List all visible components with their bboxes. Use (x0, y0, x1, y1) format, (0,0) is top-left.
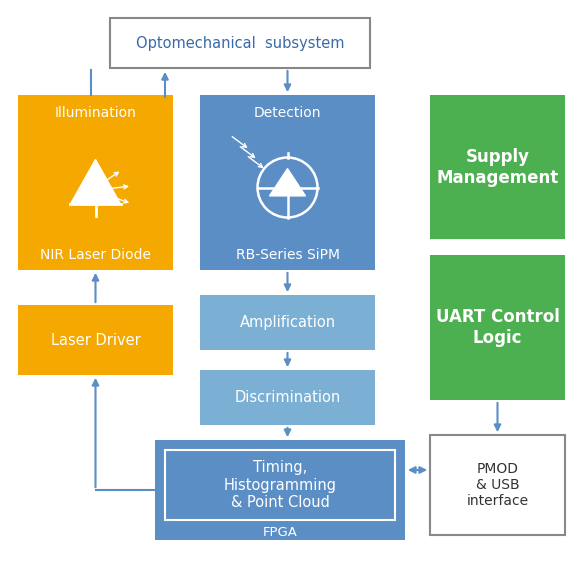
Text: RB-Series SiPM: RB-Series SiPM (236, 248, 339, 262)
Text: FPGA: FPGA (262, 526, 298, 539)
Bar (430, 255, 565, 400)
Text: UART Control
Logic: UART Control Logic (435, 308, 559, 347)
Bar (200, 95, 375, 270)
Bar (18, 95, 173, 270)
Bar (18, 305, 173, 375)
Text: Illumination: Illumination (54, 106, 137, 120)
Bar (155, 440, 405, 540)
Polygon shape (70, 159, 120, 204)
Bar (165, 450, 395, 520)
Polygon shape (269, 169, 306, 196)
Text: Laser Driver: Laser Driver (50, 333, 140, 347)
Text: Optomechanical  subsystem: Optomechanical subsystem (135, 35, 345, 50)
Text: Supply
Management: Supply Management (437, 148, 559, 187)
Text: Timing,
Histogramming
& Point Cloud: Timing, Histogramming & Point Cloud (223, 460, 336, 510)
Bar (200, 370, 375, 425)
Text: Amplification: Amplification (240, 315, 336, 330)
Bar (200, 295, 375, 350)
Bar (110, 18, 370, 68)
Bar (430, 95, 565, 240)
Text: NIR Laser Diode: NIR Laser Diode (40, 248, 151, 262)
Text: Detection: Detection (254, 106, 321, 120)
Text: PMOD
& USB
interface: PMOD & USB interface (467, 462, 529, 508)
Text: Discrimination: Discrimination (234, 390, 340, 405)
Bar (430, 435, 565, 535)
